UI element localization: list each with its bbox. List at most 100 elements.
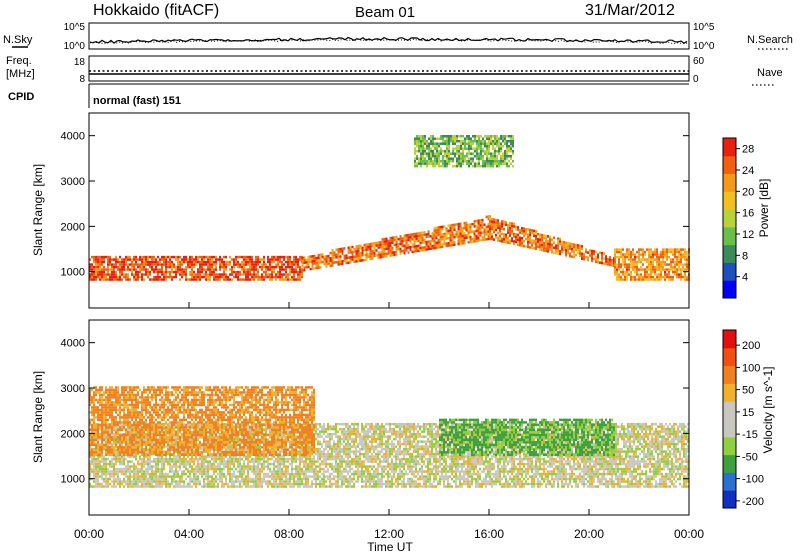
power-cell	[420, 144, 422, 148]
velocity-cell	[131, 460, 133, 463]
power-cell	[533, 239, 535, 243]
power-cell	[662, 255, 664, 259]
power-cell	[474, 154, 476, 158]
power-cell	[413, 235, 416, 238]
power-cell	[281, 260, 283, 264]
power-cell	[505, 223, 507, 227]
power-cell	[369, 255, 372, 258]
velocity-cell	[293, 472, 295, 476]
velocity-cell	[261, 480, 263, 483]
velocity-cell	[241, 477, 243, 481]
power-cell	[211, 270, 213, 274]
power-cell	[523, 239, 525, 243]
power-cell	[223, 263, 225, 266]
power-cell	[137, 258, 139, 261]
power-cell	[472, 147, 474, 150]
power-cell	[375, 244, 378, 247]
power-cell	[359, 251, 362, 255]
velocity-cell	[139, 470, 141, 473]
power-cell	[103, 255, 105, 259]
power-cell	[237, 278, 239, 281]
velocity-cell	[217, 467, 219, 471]
velocity-cell	[303, 477, 305, 481]
velocity-cell	[151, 475, 153, 478]
power-cell	[229, 255, 231, 259]
power-cell	[89, 258, 91, 261]
power-cell	[686, 263, 688, 266]
power-cell	[620, 270, 622, 274]
power-cell	[439, 225, 442, 229]
velocity-cell	[229, 475, 231, 478]
power-ytick-label: 2000	[61, 221, 85, 233]
power-cell	[95, 258, 97, 261]
power-cell	[474, 137, 476, 140]
velocity-cell	[107, 472, 109, 476]
velocity-cell	[239, 485, 241, 488]
velocity-cell	[155, 480, 157, 483]
velocity-cell	[307, 445, 309, 448]
power-cell	[666, 273, 668, 276]
velocity-cell	[161, 482, 163, 486]
freq-left-tick-top: 18	[74, 57, 86, 68]
power-cell	[642, 248, 644, 251]
power-cell	[457, 242, 460, 246]
power-cell	[169, 265, 171, 269]
power-cell	[498, 152, 500, 155]
velocity-cell	[203, 450, 205, 453]
power-cell	[211, 273, 213, 276]
power-cell	[285, 255, 287, 259]
velocity-cell	[217, 472, 219, 476]
velocity-cell	[275, 435, 277, 438]
power-cell	[267, 258, 269, 261]
power-cell	[493, 218, 495, 221]
power-cell	[497, 224, 499, 227]
power-cell	[527, 228, 529, 231]
velocity-cell	[223, 465, 225, 468]
velocity-cell	[179, 447, 181, 451]
power-cell	[217, 258, 219, 261]
power-cell	[247, 258, 249, 261]
power-cell	[686, 278, 688, 281]
power-cell	[99, 258, 101, 261]
power-cell	[605, 260, 607, 263]
power-cell	[147, 270, 149, 274]
velocity-cell	[305, 480, 307, 483]
power-cell	[489, 232, 491, 235]
power-cell	[486, 137, 488, 140]
power-cell	[432, 134, 434, 138]
velocity-cell	[213, 465, 215, 468]
power-cell	[189, 258, 191, 261]
velocity-cell	[195, 485, 197, 488]
power-cell	[658, 253, 660, 256]
power-cell	[599, 261, 601, 264]
power-cell	[648, 248, 650, 251]
power-cell	[626, 268, 628, 271]
power-cell	[494, 159, 496, 163]
power-cell	[523, 232, 525, 235]
power-cell	[89, 268, 91, 271]
power-cell	[527, 233, 529, 236]
power-cell	[269, 268, 271, 271]
velocity-cell	[223, 457, 225, 461]
power-cell	[245, 268, 247, 271]
power-cell	[119, 268, 121, 271]
power-cell	[437, 243, 440, 247]
velocity-cell	[233, 472, 235, 476]
velocity-cell	[95, 467, 97, 471]
power-cell	[401, 244, 404, 248]
velocity-cell	[245, 435, 247, 438]
power-cell	[476, 152, 478, 155]
velocity-cell	[95, 480, 97, 483]
power-cell	[569, 244, 571, 248]
power-cell	[439, 228, 442, 231]
power-cell	[197, 270, 199, 274]
velocity-cell	[269, 470, 271, 473]
power-cell	[339, 262, 342, 266]
power-cell	[235, 263, 237, 266]
power-cell	[291, 265, 293, 269]
velocity-cell	[199, 472, 201, 476]
power-cell	[521, 239, 523, 242]
power-cell	[577, 249, 579, 252]
velocity-cell	[213, 480, 215, 483]
power-cell	[101, 268, 103, 271]
